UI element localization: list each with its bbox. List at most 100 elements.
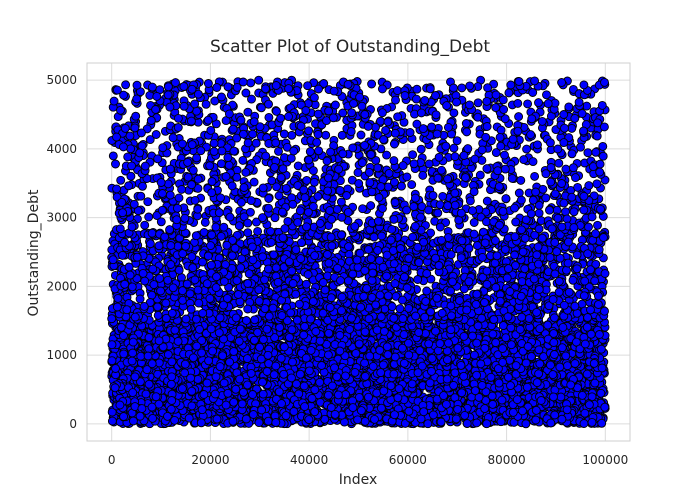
scatter-point [315, 377, 325, 387]
scatter-point [136, 351, 146, 361]
scatter-point [496, 417, 506, 427]
scatter-point [269, 370, 279, 380]
scatter-point [271, 361, 281, 371]
scatter-point [562, 405, 572, 415]
scatter-point [180, 359, 190, 369]
scatter-point [167, 357, 177, 367]
scatter-point [596, 344, 606, 354]
scatter-point [397, 343, 407, 353]
scatter-point [431, 326, 440, 336]
scatter-point [310, 407, 320, 417]
scatter-point [351, 348, 361, 358]
scatter-point [543, 320, 553, 330]
scatter-point [279, 342, 289, 352]
scatter-point [263, 416, 273, 426]
scatter-point [242, 354, 252, 364]
scatter-point [501, 333, 511, 343]
scatter-point [488, 329, 498, 339]
scatter-point [317, 361, 327, 370]
scatter-point [300, 402, 310, 412]
scatter-point [472, 418, 482, 428]
scatter-point [425, 378, 435, 388]
scatter-point [364, 392, 373, 402]
scatter-point [234, 336, 244, 346]
scatter-point [456, 360, 466, 370]
scatter-point [228, 416, 238, 426]
scatter-point [451, 414, 461, 424]
scatter-point [144, 333, 154, 342]
scatter-point [276, 353, 286, 363]
scatter-point [600, 402, 610, 412]
scatter-point [376, 403, 386, 413]
scatter-point [241, 414, 251, 424]
scatter-point [248, 390, 258, 399]
scatter-point [225, 357, 235, 367]
scatter-point [208, 346, 218, 356]
scatter-point [144, 344, 154, 354]
scatter-point [127, 356, 137, 366]
scatter-point [257, 405, 267, 415]
scatter-point [119, 331, 128, 341]
scatter-point [119, 349, 129, 359]
scatter-point [254, 418, 264, 428]
scatter-point [433, 346, 443, 356]
scatter-point [446, 325, 456, 335]
scatter-point [386, 381, 396, 391]
scatter-point [235, 324, 245, 334]
scatter-point [300, 322, 310, 331]
scatter-point [193, 374, 203, 384]
scatter-point [557, 343, 567, 353]
scatter-point [163, 350, 173, 359]
scatter-point [522, 382, 532, 392]
scatter-point [582, 369, 592, 379]
scatter-point [289, 407, 299, 416]
scatter-point [442, 374, 452, 384]
scatter-point [491, 338, 501, 348]
scatter-point [307, 393, 317, 403]
scatter-point [536, 396, 546, 405]
scatter-point [116, 322, 126, 332]
scatter-point [353, 415, 363, 425]
scatter-point [368, 361, 378, 371]
scatter-point [324, 328, 334, 338]
scatter-point [246, 368, 256, 378]
scatter-point [498, 344, 508, 353]
scatter-point [589, 358, 599, 368]
scatter-point [404, 406, 414, 416]
scatter-point [497, 395, 507, 405]
scatter-point [128, 388, 138, 398]
scatter-point [546, 360, 555, 370]
scatter-point [535, 359, 545, 369]
scatter-point [167, 396, 177, 405]
scatter-point [285, 332, 294, 342]
scatter-point [498, 357, 508, 367]
scatter-point [215, 362, 225, 372]
scatter-point [237, 399, 247, 409]
scatter-point [295, 369, 305, 379]
scatter-point [335, 346, 345, 356]
scatter-point [534, 369, 544, 379]
scatter-point [211, 372, 221, 382]
scatter-point [231, 384, 241, 394]
scatter-point [449, 380, 459, 390]
scatter-point [419, 407, 429, 417]
scatter-point [274, 387, 284, 397]
scatter-point [332, 372, 342, 382]
scatter-point [107, 416, 117, 426]
scatter-point [459, 371, 469, 381]
scatter-point [141, 389, 151, 399]
scatter-point [187, 386, 197, 396]
scatter-point [170, 415, 180, 425]
scatter-point [370, 414, 379, 424]
scatter-point [360, 416, 370, 426]
scatter-point [197, 348, 207, 358]
scatter-point [488, 399, 498, 409]
scatter-point [187, 401, 197, 411]
scatter-point [147, 402, 157, 412]
scatter-point [424, 339, 434, 349]
scatter-point [486, 372, 496, 382]
scatter-point [393, 393, 403, 403]
scatter-point [555, 362, 565, 372]
scatter-point [534, 345, 544, 355]
scatter-point [360, 358, 370, 368]
